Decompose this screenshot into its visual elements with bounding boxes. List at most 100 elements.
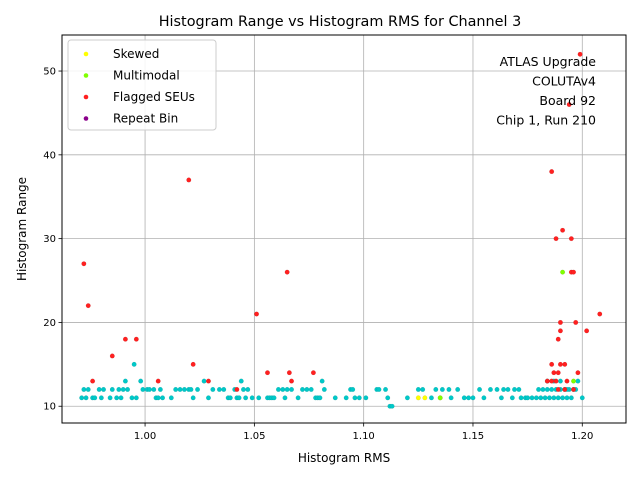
board-annotation: ATLAS Upgrade COLUTAv4 Board 92 Chip 1, Run… [496,54,596,128]
plot-frame [61,34,627,424]
data-point [332,395,338,401]
data-point [118,395,124,401]
data-point [555,387,561,392]
data-point [575,378,581,384]
data-point [415,395,421,401]
data-point [376,387,382,392]
data-point [125,387,131,392]
data-point [238,378,244,384]
data-point [85,303,91,309]
data-point [275,387,281,392]
data-point [190,361,196,367]
legend-label: Skewed [113,47,159,61]
x-tick-label: 1.20 [571,431,593,442]
data-point [551,370,557,376]
annotation-line: ATLAS Upgrade [500,54,597,69]
data-point [525,395,531,401]
data-point [190,395,196,401]
data-point [319,378,325,384]
data-point [571,378,576,384]
data-point [566,102,572,108]
data-point [254,311,260,317]
data-point [201,378,207,384]
data-point [321,387,327,392]
data-point [555,395,561,401]
data-point [133,336,139,342]
data-point [553,236,559,242]
data-point [549,387,555,392]
data-point [422,395,428,401]
data-point [516,387,522,392]
data-point [96,387,102,392]
data-point [553,378,559,384]
data-points [79,51,603,409]
annotation-line: COLUTAv4 [532,74,596,89]
data-point [295,395,301,401]
data-point [151,387,157,392]
legend-marker [83,116,89,121]
data-point [188,387,194,392]
data-point [560,227,566,233]
legend-marker [83,51,89,57]
data-point [300,387,305,392]
data-point [308,387,314,392]
data-point [557,378,563,384]
data-point [186,177,192,183]
data-point [547,395,552,401]
data-point [221,387,227,392]
data-point [501,387,507,392]
data-point [564,378,570,384]
annotation-line: Chip 1, Run 210 [496,113,596,128]
legend-label: Flagged SEUs [113,90,195,104]
data-point [428,395,434,401]
data-point [549,169,555,175]
data-point [256,395,262,401]
data-point [243,395,249,401]
data-point [116,387,122,392]
data-point [101,387,106,392]
data-point [195,387,200,392]
data-point [85,387,91,392]
data-point [439,387,445,392]
y-tick-label: 20 [43,318,56,329]
data-point [109,387,115,392]
data-point [356,395,362,401]
data-point [564,395,570,401]
data-point [557,319,563,325]
data-point [206,395,211,401]
data-point [536,387,542,392]
legend-marker [83,73,89,78]
data-point [350,387,356,392]
data-point [98,395,104,401]
data-point [129,395,135,401]
data-point [245,387,251,392]
data-point [455,387,461,392]
annotation-line: Board 92 [539,93,596,108]
data-point [562,361,568,367]
data-point [109,353,115,359]
data-point [83,395,89,401]
data-point [568,236,574,242]
x-tick-label: 1.00 [134,431,156,442]
data-point [177,387,183,392]
data-point [448,395,454,401]
data-point [461,395,467,401]
x-tick-label: 1.10 [353,431,375,442]
data-point [505,387,511,392]
data-point [168,395,174,401]
data-point [477,387,482,392]
x-tick-label: 1.05 [243,431,265,442]
data-point [155,378,161,384]
data-point [282,395,288,401]
data-point [79,395,85,401]
data-point [234,387,240,392]
data-point [227,395,233,401]
data-point [304,387,310,392]
data-point [181,387,187,392]
grid-lines [62,35,626,423]
x-tick-label: 1.15 [462,431,484,442]
y-axis-label: Histogram Range [15,177,29,281]
data-point [133,395,139,401]
data-point [310,370,316,376]
data-point [571,387,576,392]
